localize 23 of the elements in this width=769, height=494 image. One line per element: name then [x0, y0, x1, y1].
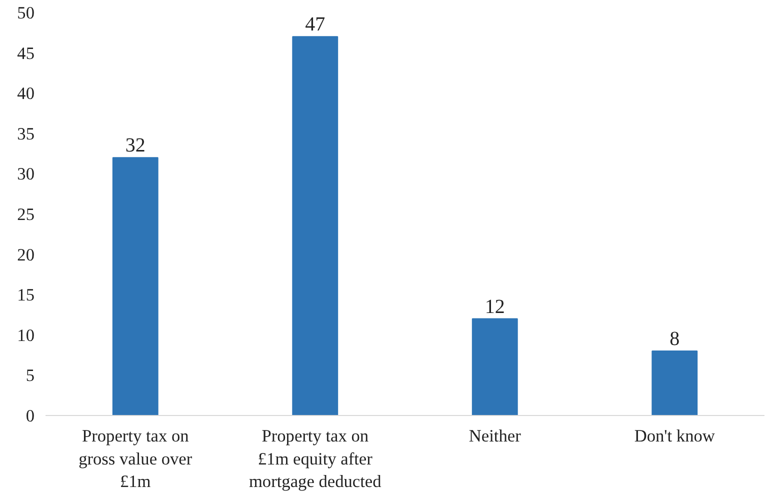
data-label: 12 — [484, 296, 505, 318]
data-label: 32 — [125, 134, 146, 157]
y-tick-label: 0 — [26, 406, 35, 426]
data-label: 47 — [305, 14, 326, 36]
bar — [292, 36, 338, 416]
bar — [472, 318, 518, 416]
y-tick-label: 40 — [17, 84, 34, 104]
y-tick-label: 35 — [17, 124, 34, 144]
bar — [652, 350, 698, 416]
y-tick-label: 5 — [26, 366, 35, 386]
x-tick-label: Neither — [468, 426, 522, 446]
x-tick-label: Property tax on £1m equity after mortgage deducted — [248, 426, 382, 492]
y-tick-label: 10 — [17, 326, 34, 345]
y-tick-label: 15 — [17, 286, 34, 305]
y-tick-label: 25 — [17, 205, 34, 224]
y-tick-label: 20 — [17, 245, 34, 264]
y-tick-label: 45 — [17, 44, 34, 63]
x-tick-label: Property tax on gross value over £1m — [78, 426, 192, 492]
data-label: 8 — [670, 328, 680, 350]
bar — [112, 157, 158, 416]
x-tick-label: Don't know — [634, 426, 716, 446]
y-tick-label: 30 — [17, 164, 34, 184]
y-tick-label: 50 — [17, 4, 34, 22]
